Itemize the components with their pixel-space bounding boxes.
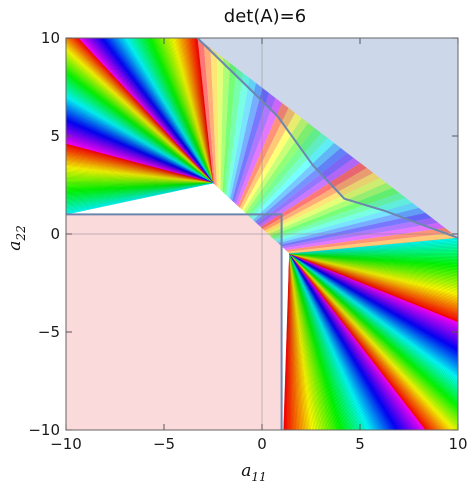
contour-band	[287, 232, 458, 254]
contour-band	[281, 217, 439, 249]
y-axis-label: a22	[5, 225, 28, 250]
x-tick-label: 0	[257, 435, 267, 453]
x-tick-label: 5	[355, 435, 365, 453]
contour-band	[226, 73, 250, 198]
contour-band	[237, 103, 289, 208]
contour-band	[289, 237, 458, 254]
y-tick-label: −10	[28, 421, 60, 439]
contour-band	[249, 133, 328, 219]
x-tick-label: −5	[153, 435, 175, 453]
svg-text:a11: a11	[241, 461, 266, 484]
fan-upper-left	[66, 38, 214, 215]
contour-band	[234, 93, 276, 205]
contour-band	[197, 38, 215, 185]
contour-band	[232, 88, 269, 203]
chart-title: det(A)=6	[224, 6, 306, 27]
contour-band	[283, 222, 445, 251]
contour-band	[66, 182, 214, 215]
axis-ticks: −10 −5 0 5 10 −10 −5 0 5 10	[28, 29, 467, 453]
upper-boundary-curve	[196, 37, 459, 239]
x-axis-label-sub: 11	[251, 470, 266, 484]
y-axis-label-sub: 22	[14, 225, 28, 241]
contour-band	[235, 98, 282, 206]
y-axis-label-main: a	[5, 241, 25, 251]
diagonal-contour-band	[197, 38, 458, 254]
contour-band	[222, 63, 237, 194]
lower-left-region	[66, 214, 282, 430]
y-tick-label: 10	[41, 29, 60, 47]
lower-boundary-curve	[66, 213, 283, 430]
contour-band	[266, 177, 387, 235]
y-tick-label: 0	[50, 225, 60, 243]
contour-band	[262, 167, 374, 231]
contour-band	[258, 158, 361, 228]
contour-band	[241, 113, 302, 212]
contour-band	[228, 78, 256, 199]
x-tick-label: 10	[448, 435, 467, 453]
contour-band	[255, 148, 348, 224]
y-tick-label: 5	[50, 127, 60, 145]
contour-band	[210, 48, 219, 189]
svg-text:a22: a22	[5, 225, 28, 250]
y-tick-label: −5	[38, 323, 60, 341]
fan-lower-right	[283, 237, 458, 430]
plot-overlay	[66, 37, 459, 430]
contour-band	[253, 143, 341, 222]
x-axis-label: a11	[241, 461, 266, 484]
contour-band	[251, 138, 335, 221]
contour-band	[270, 187, 400, 238]
contour-band	[278, 207, 426, 245]
contour-band	[264, 172, 380, 233]
contour-band	[257, 153, 354, 226]
contour-band	[203, 43, 217, 187]
contour-band	[230, 83, 263, 201]
plot-area	[66, 38, 458, 430]
contour-band	[276, 202, 419, 243]
contour-band	[239, 108, 296, 210]
x-axis-label-main: a	[241, 461, 251, 481]
contour-band	[243, 118, 309, 213]
contour-band	[216, 53, 224, 191]
contour-band	[224, 68, 243, 196]
contour-band	[245, 123, 315, 215]
contour-band	[260, 162, 367, 229]
contour-band	[272, 192, 406, 240]
contour-band	[268, 182, 393, 236]
contour-band	[220, 58, 230, 192]
contour-band	[279, 212, 432, 247]
x-tick-label: −10	[50, 435, 82, 453]
